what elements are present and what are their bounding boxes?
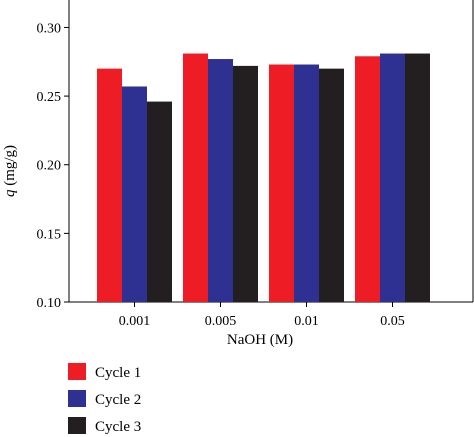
y-tick-label: 0.15 bbox=[37, 227, 62, 242]
y-axis-label-symbol: q bbox=[2, 189, 18, 197]
legend-swatch bbox=[68, 417, 86, 434]
legend-label: Cycle 2 bbox=[95, 392, 141, 408]
y-axis-ticks: 0.10 0.15 0.20 0.25 0.30 bbox=[37, 21, 69, 311]
bar-cycle-1-0.05 bbox=[355, 56, 380, 303]
legend: Cycle 1 Cycle 2 Cycle 3 bbox=[68, 363, 141, 435]
bar-cycle-1-0.001 bbox=[97, 68, 122, 303]
legend-label: Cycle 1 bbox=[95, 365, 141, 381]
x-tick-label: 0.05 bbox=[380, 314, 405, 329]
x-tick-label: 0.01 bbox=[294, 314, 319, 329]
bar-cycle-1-0.005 bbox=[183, 53, 208, 302]
y-tick-label: 0.10 bbox=[37, 296, 62, 311]
bar-cycle-3-0.001 bbox=[147, 101, 172, 302]
x-tick-label: 0.005 bbox=[205, 314, 237, 329]
x-tick-label: 0.001 bbox=[119, 314, 151, 329]
legend-swatch bbox=[68, 390, 86, 407]
y-axis-label-unit: (mg/g) bbox=[2, 145, 18, 190]
bar-cycle-1-0.01 bbox=[269, 64, 294, 302]
x-axis-ticks: 0.001 0.005 0.01 0.05 bbox=[119, 302, 405, 329]
bar-cycle-3-0.005 bbox=[233, 65, 258, 303]
bar-cycle-2-0.01 bbox=[294, 64, 319, 302]
bars-group bbox=[97, 53, 430, 303]
bar-cycle-2-0.05 bbox=[380, 53, 405, 302]
bar-cycle-2-0.001 bbox=[122, 86, 147, 303]
bar-cycle-2-0.005 bbox=[208, 59, 233, 303]
y-tick-label: 0.25 bbox=[37, 90, 62, 105]
legend-label: Cycle 3 bbox=[95, 419, 141, 435]
y-tick-label: 0.20 bbox=[37, 159, 62, 174]
y-tick-label: 0.30 bbox=[37, 21, 62, 36]
bar-cycle-3-0.01 bbox=[319, 68, 344, 303]
bar-cycle-3-0.05 bbox=[405, 53, 430, 302]
legend-swatch bbox=[68, 363, 86, 380]
y-axis-label: q (mg/g) bbox=[2, 145, 18, 197]
x-axis-label: NaOH (M) bbox=[227, 332, 293, 348]
